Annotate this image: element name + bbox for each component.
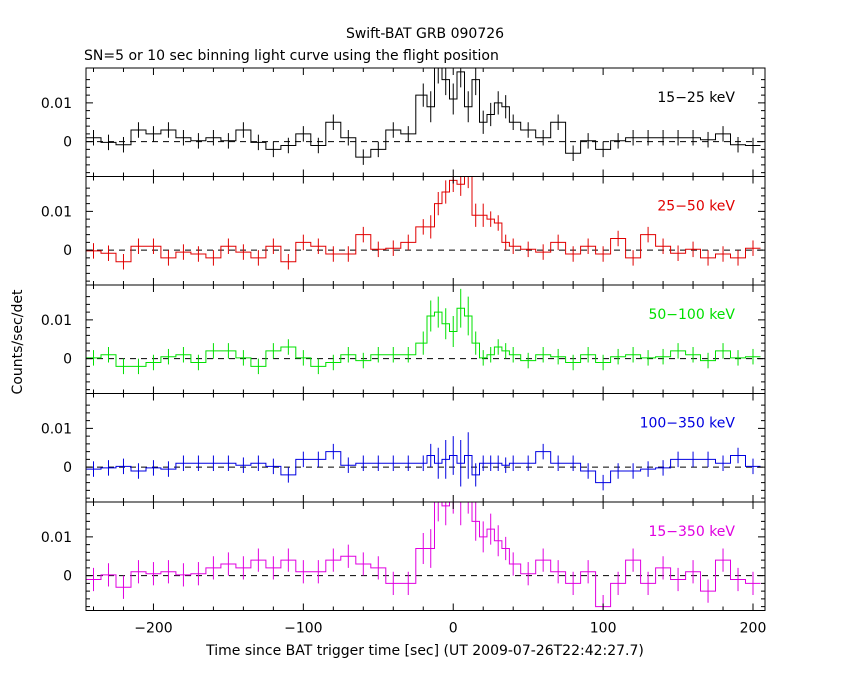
step-line (86, 176, 761, 263)
data-series (86, 288, 761, 375)
step-line (86, 451, 761, 484)
y-tick-label: 0.01 (41, 96, 72, 112)
panel-label: 15−350 keV (648, 524, 735, 540)
data-series (86, 68, 761, 165)
panel-frame (85, 501, 766, 611)
y-tick-label: 0 (63, 569, 72, 585)
panel-frame (85, 284, 766, 394)
panel-label: 25−50 keV (657, 199, 735, 215)
y-tick-label: 0.01 (41, 204, 72, 220)
x-tick-label: 100 (590, 621, 617, 637)
data-series (86, 432, 761, 491)
panel-4: 0 0.01 15−350 keV −200 −100 0 100 200 (41, 501, 767, 637)
panel-3: 0 0.01 100−350 keV (41, 393, 766, 503)
chart-title: Swift-BAT GRB 090726 (346, 26, 504, 42)
x-tick-label: −100 (284, 621, 322, 637)
data-series (86, 176, 761, 270)
panel-2: 0 0.01 50−100 keV (41, 284, 766, 394)
y-tick-label: 0 (63, 460, 72, 476)
panel-label: 50−100 keV (648, 307, 735, 323)
panel-frame (85, 67, 766, 177)
x-tick-label: −200 (134, 621, 172, 637)
y-tick-label: 0.01 (41, 313, 72, 329)
panel-0: 0 0.01 15−25 keV (41, 67, 766, 177)
y-tick-label: 0 (63, 352, 72, 368)
chart-subtitle: SN=5 or 10 sec binning light curve using… (84, 48, 499, 64)
panel-label: 15−25 keV (657, 90, 735, 106)
x-tick-label: 0 (449, 621, 458, 637)
step-line (86, 68, 761, 158)
y-tick-label: 0.01 (41, 530, 72, 546)
panel-label: 100−350 keV (640, 416, 736, 432)
data-series (86, 502, 761, 611)
x-tick-label: 200 (740, 621, 767, 637)
y-axis-label: Counts/sec/det (10, 289, 26, 394)
x-axis-label: Time since BAT trigger time [sec] (UT 20… (205, 643, 644, 659)
y-tick-label: 0 (63, 135, 72, 151)
step-line (86, 502, 761, 608)
panel-stack: 0 0.01 15−25 keV 0 0.01 25−50 keV 0 0.01 50−100 … (41, 67, 767, 637)
y-tick-label: 0.01 (41, 421, 72, 437)
panel-frame (85, 393, 766, 503)
panel-1: 0 0.01 25−50 keV (41, 176, 766, 286)
y-tick-label: 0 (63, 243, 72, 259)
panel-frame (85, 176, 766, 286)
